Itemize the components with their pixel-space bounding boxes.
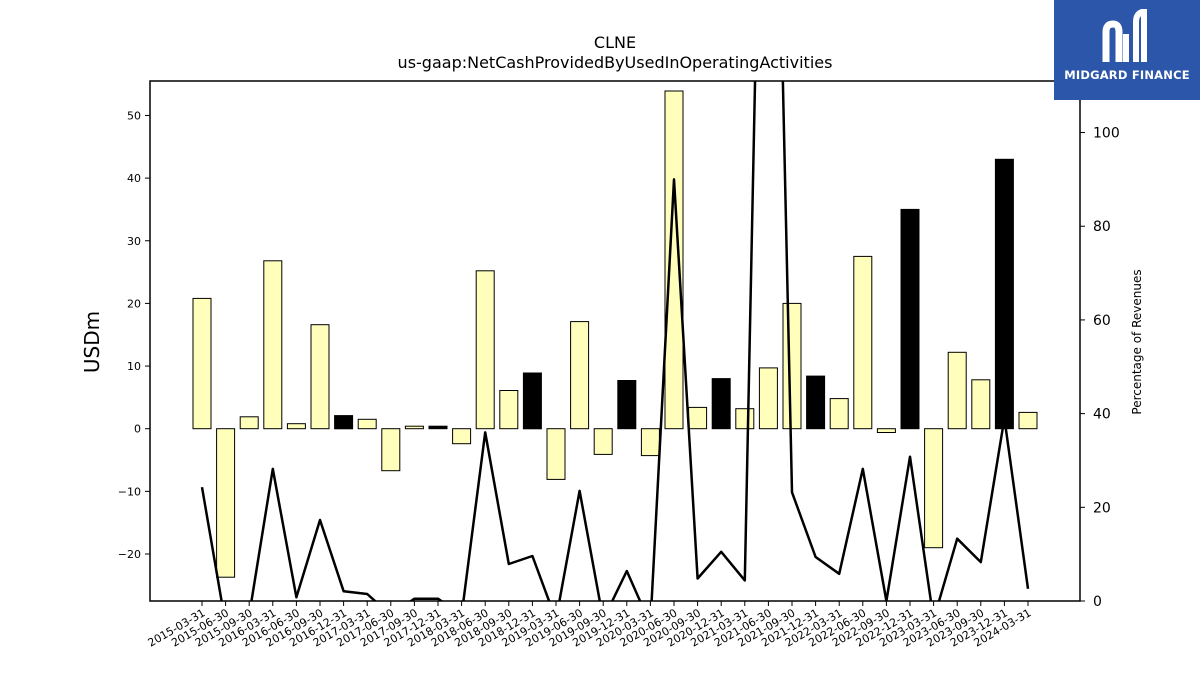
y-tick-label: −20 [118,548,141,561]
ratio-line [200,81,1030,601]
bar-2020-09-30 [688,406,708,430]
bar-2023-09-30 [971,379,991,430]
y-right-tick-label: 40 [1093,407,1111,423]
bar-2019-06-30 [570,321,590,430]
bar-group [192,90,1038,578]
bar-2023-12-31 [994,158,1014,430]
y-tick-label: 20 [127,297,141,310]
bar-2017-09-30 [404,425,424,430]
bar-2018-09-30 [499,390,519,430]
y-tick-label: 50 [127,109,141,122]
bar-2021-03-31 [735,408,755,430]
bar-2019-09-30 [593,428,613,455]
y-tick-label: −10 [118,485,141,498]
chart-subtitle: us-gaap:NetCashProvidedByUsedInOperating… [398,53,833,72]
y-right-tick-label: 20 [1093,500,1111,516]
bar-2018-12-31 [522,372,542,430]
bar-2022-03-31 [829,398,849,430]
brand-name: MIDGARD FINANCE [1064,68,1190,82]
bar-2020-12-31 [711,378,731,430]
bar-2015-09-30 [239,416,259,430]
bar-2020-03-31 [640,428,660,457]
y-right-tick-label: 100 [1093,126,1120,142]
y-tick-label: 10 [127,360,141,373]
bar-2015-06-30 [216,428,236,578]
chart-title: CLNE [594,33,636,52]
bar-2022-06-30 [853,255,873,430]
bar-2016-06-30 [286,423,306,430]
y-axis-label: USDm [80,311,104,373]
bar-2018-03-31 [452,428,472,445]
bar-2021-06-30 [758,367,778,430]
plot-frame [149,80,1081,602]
y-right-tick-label: 80 [1093,219,1111,235]
bar-2023-03-31 [924,428,944,549]
bar-2016-09-30 [310,324,330,430]
y-tick-label: 30 [127,235,141,248]
midgard-m-logo-icon [1102,9,1147,62]
bar-2019-12-31 [617,380,637,430]
bar-2020-06-30 [664,90,684,430]
bar-2016-12-31 [334,415,354,430]
bar-2017-06-30 [381,428,401,472]
bar-2024-03-31 [1018,411,1038,430]
bar-2022-12-31 [900,208,920,430]
bar-2021-09-30 [782,302,802,430]
axes-group: −20−10010203040500204060801002015-03-312… [118,109,1120,649]
y-tick-label: 0 [134,423,141,436]
bar-2015-03-31 [192,297,212,430]
bar-2022-09-30 [876,428,896,434]
bar-2017-03-31 [357,418,377,430]
bar-2023-06-30 [947,351,967,430]
bar-2019-03-31 [546,428,566,480]
bar-2016-03-31 [263,260,283,430]
y-tick-label: 40 [127,172,141,185]
bar-2017-12-31 [428,425,448,430]
bar-2021-12-31 [806,375,826,430]
bar-2018-06-30 [475,270,495,430]
brand-logo: MIDGARD FINANCE [1054,0,1200,100]
y-axis-right-label: Percentage of Revenues [1130,269,1144,414]
y-right-tick-label: 0 [1093,594,1102,610]
y-right-tick-label: 60 [1093,313,1111,329]
ratio-line-group [200,81,1030,601]
